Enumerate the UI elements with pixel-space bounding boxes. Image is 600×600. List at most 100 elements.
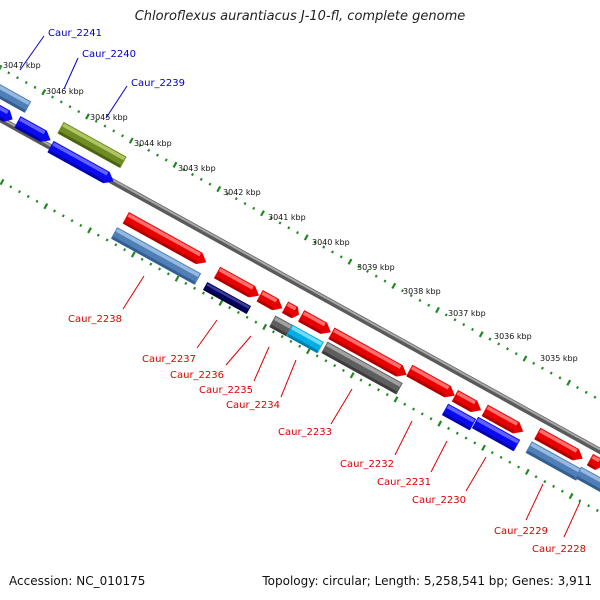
scale-tick	[26, 194, 30, 199]
scale-tick	[508, 460, 512, 464]
scale-tick	[280, 335, 284, 339]
scale-tick	[59, 100, 63, 104]
scale-tick	[409, 293, 413, 298]
scale-tick	[51, 95, 54, 99]
scale-tick	[218, 299, 224, 306]
scale-label: 3038 kbp	[403, 287, 441, 296]
scale-tick	[541, 366, 544, 370]
gene-feature	[57, 121, 127, 169]
gene-label: Caur_2229	[494, 526, 548, 537]
scale-tick	[0, 64, 3, 71]
scale-tick	[462, 323, 466, 327]
gene-feature	[269, 315, 293, 337]
scale-tick	[331, 250, 334, 254]
scale-tick	[306, 347, 311, 355]
gene-feature	[441, 403, 477, 431]
scale-tick	[147, 148, 151, 152]
scale-tick	[576, 385, 579, 390]
scale-label: 3045 kbp	[90, 113, 128, 122]
scale-tick	[87, 227, 92, 234]
scale-tick	[140, 257, 144, 261]
scale-tick	[164, 158, 168, 162]
leader-line	[63, 57, 79, 90]
gene-feature	[328, 327, 407, 377]
scale-tick	[522, 355, 528, 362]
scale-tick	[298, 344, 302, 348]
scale-tick	[401, 289, 404, 293]
scale-tick	[549, 371, 553, 375]
scale-tick	[234, 197, 238, 201]
gene-label: Caur_2238	[68, 314, 122, 325]
gene-feature	[451, 390, 482, 413]
scale-ticks-outer	[0, 64, 597, 399]
scale-tick	[184, 281, 188, 286]
scale-tick	[558, 376, 562, 380]
scale-tick	[182, 168, 186, 172]
scale-tick	[568, 492, 574, 500]
scale-tick	[481, 444, 486, 451]
scale-tick	[514, 352, 518, 356]
scale-tick	[385, 393, 389, 397]
scale-tick	[208, 182, 212, 186]
scale-tick	[77, 109, 81, 114]
scale-tick	[245, 315, 249, 319]
scale-tick	[418, 298, 422, 302]
scale-tick	[543, 479, 547, 484]
scale-tick	[437, 420, 443, 427]
scale-tick	[68, 105, 72, 109]
leader-line	[196, 319, 218, 349]
scale-tick	[377, 388, 380, 392]
scale-tick	[429, 417, 433, 421]
scale-tick	[347, 258, 353, 265]
scale-tick	[41, 89, 47, 96]
gene-feature	[0, 102, 13, 122]
leader-line	[330, 388, 353, 425]
scale-tick	[260, 210, 265, 217]
scale-tick	[0, 178, 5, 186]
gene-feature	[0, 79, 32, 113]
scale-tick	[149, 262, 153, 266]
scale-tick	[383, 279, 387, 283]
gene-label: Caur_2228	[532, 544, 586, 555]
scale-tick	[532, 361, 536, 365]
scale-tick	[216, 185, 222, 193]
scale-tick	[578, 499, 582, 503]
scale-tick	[552, 484, 556, 488]
scale-tick	[517, 465, 521, 469]
scale-tick	[103, 124, 107, 128]
leader-line	[525, 483, 544, 521]
scale-tick	[130, 251, 136, 258]
scale-tick	[455, 431, 459, 435]
scale-tick	[595, 508, 599, 513]
scale-tick	[53, 209, 57, 213]
gene-feature	[574, 466, 600, 494]
gene-label: Caur_2232	[340, 459, 394, 470]
scale-label: 3036 kbp	[494, 332, 532, 341]
scale-tick	[289, 339, 293, 344]
scale-tick	[201, 291, 205, 295]
scale-tick	[112, 129, 116, 133]
scale-tick	[324, 359, 328, 363]
scale-tick	[254, 320, 258, 324]
scale-label: 3044 kbp	[134, 139, 172, 148]
scale-tick	[33, 85, 37, 89]
scale-tick	[79, 223, 83, 228]
leader-line	[253, 346, 270, 382]
gene-label: Caur_2236	[170, 370, 224, 381]
gene-label: Caur_2234	[226, 400, 280, 411]
scale-label: 3043 kbp	[178, 164, 216, 173]
gene-feature	[213, 266, 260, 298]
scale-tick	[488, 337, 492, 341]
gene-label: Caur_2241	[48, 28, 102, 39]
scale-tick	[278, 221, 282, 225]
scale-label: 3040 kbp	[312, 238, 350, 247]
scale-tick	[128, 137, 134, 144]
gene-label: Caur_2231	[377, 477, 431, 488]
scale-tick	[85, 113, 90, 120]
scale-tick	[359, 378, 363, 382]
scale-tick	[391, 282, 397, 290]
scale-tick	[464, 436, 468, 440]
scale-label: 3046 kbp	[46, 87, 84, 96]
scale-tick	[123, 248, 127, 252]
